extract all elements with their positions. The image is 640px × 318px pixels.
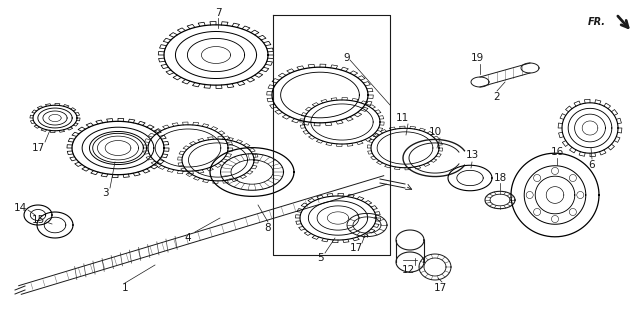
Text: 1: 1 <box>122 283 128 293</box>
Text: 8: 8 <box>265 223 271 233</box>
Text: 16: 16 <box>550 147 564 157</box>
Text: 14: 14 <box>13 203 27 213</box>
Text: 2: 2 <box>493 92 500 102</box>
Text: 7: 7 <box>214 8 221 18</box>
Text: 13: 13 <box>465 150 479 160</box>
Text: 17: 17 <box>433 283 447 293</box>
Text: 10: 10 <box>428 127 442 137</box>
Text: FR.: FR. <box>588 17 606 27</box>
Text: 3: 3 <box>102 188 108 198</box>
Text: 6: 6 <box>589 160 595 170</box>
Text: 17: 17 <box>349 243 363 253</box>
Text: 5: 5 <box>317 253 323 263</box>
Text: 18: 18 <box>493 173 507 183</box>
Text: 4: 4 <box>185 233 191 243</box>
Text: 17: 17 <box>31 143 45 153</box>
Text: 11: 11 <box>396 113 408 123</box>
Text: 12: 12 <box>401 265 415 275</box>
Text: 9: 9 <box>344 53 350 63</box>
Text: 15: 15 <box>31 215 45 225</box>
Text: 19: 19 <box>470 53 484 63</box>
